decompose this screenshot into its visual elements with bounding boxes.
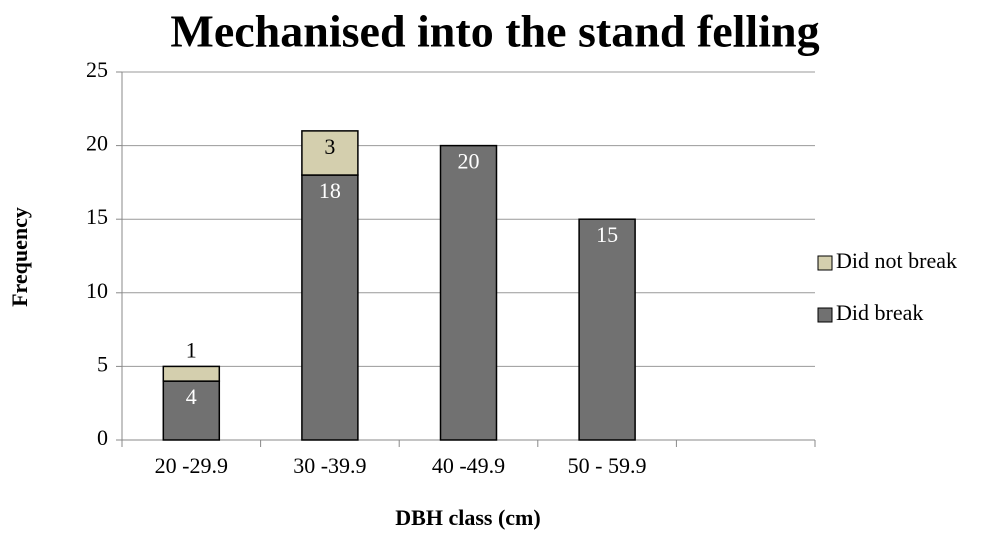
y-tick-label: 15	[86, 204, 108, 229]
legend-label: Did not break	[836, 248, 957, 273]
bar-segment	[162, 365, 221, 382]
y-tick-label: 25	[86, 57, 108, 82]
bar-segment	[301, 174, 359, 441]
legend-swatch	[817, 307, 833, 323]
y-tick-label: 0	[97, 425, 108, 450]
data-label: 15	[596, 222, 618, 247]
data-label: 1	[186, 337, 197, 362]
x-axis-label: DBH class (cm)	[395, 505, 540, 530]
x-tick-label: 40 -49.9	[432, 453, 505, 478]
legend-swatch	[817, 255, 833, 271]
data-label: 3	[324, 134, 335, 159]
legend-label: Did break	[836, 300, 923, 325]
y-axis-label: Frequency	[7, 207, 32, 307]
bar-segment	[162, 380, 221, 441]
data-label: 4	[186, 384, 197, 409]
data-label: 18	[319, 178, 341, 203]
y-tick-label: 5	[97, 351, 108, 376]
bar-segment	[578, 218, 636, 441]
y-tick-label: 10	[86, 278, 108, 303]
y-tick-label: 20	[86, 131, 108, 156]
chart-title: Mechanised into the stand felling	[170, 6, 819, 57]
x-tick-label: 30 -39.9	[293, 453, 366, 478]
x-tick-label: 20 -29.9	[155, 453, 228, 478]
bar-segment	[439, 144, 498, 441]
x-tick-label: 50 - 59.9	[568, 453, 647, 478]
bar-segment	[301, 130, 359, 176]
data-label: 20	[458, 149, 480, 174]
